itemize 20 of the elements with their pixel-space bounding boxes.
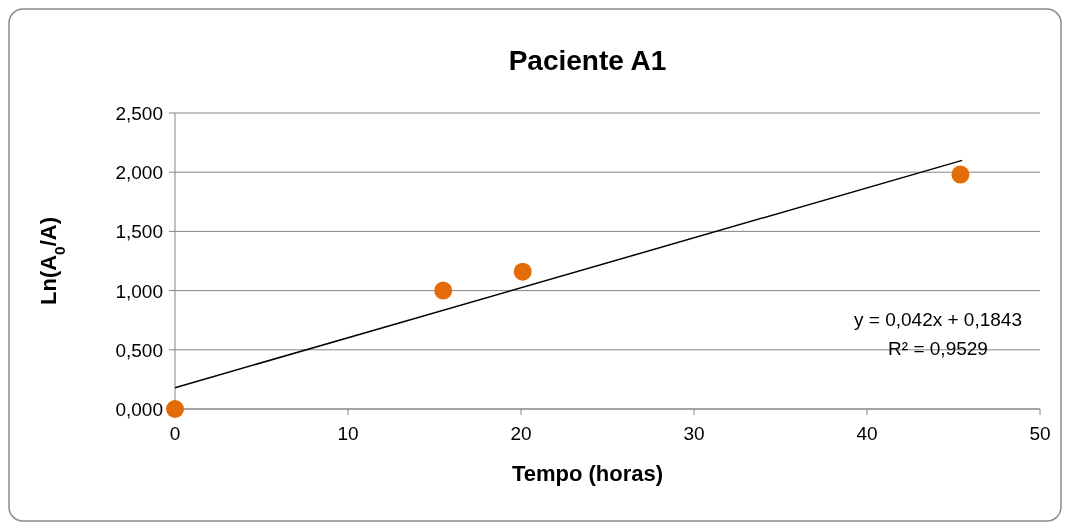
x-tick-label: 40 [856,423,878,444]
chart-title: Paciente A1 [508,45,667,76]
x-tick-label: 20 [510,423,532,444]
x-tick-label: 10 [337,423,359,444]
point [513,262,532,281]
annotation: y = 0,042x + 0,1843 [854,309,1022,330]
y-tick-label: 2,500 [115,103,163,124]
annotation: R² = 0,9529 [888,338,988,359]
x-tick-label: 50 [1029,423,1051,444]
y-tick-label: 2,000 [115,162,163,184]
point [166,400,184,418]
x-tick-label: 30 [683,423,705,444]
point [951,165,970,184]
x-axis-title: Tempo (horas) [511,461,664,486]
y-tick-label: 1,000 [115,280,163,302]
y-tick-label: 1,500 [115,221,163,243]
y-tick-label: 0,000 [115,399,163,420]
x-tick-label: 0 [169,423,181,444]
point [434,281,453,300]
y-tick-label: 0,500 [115,339,163,361]
